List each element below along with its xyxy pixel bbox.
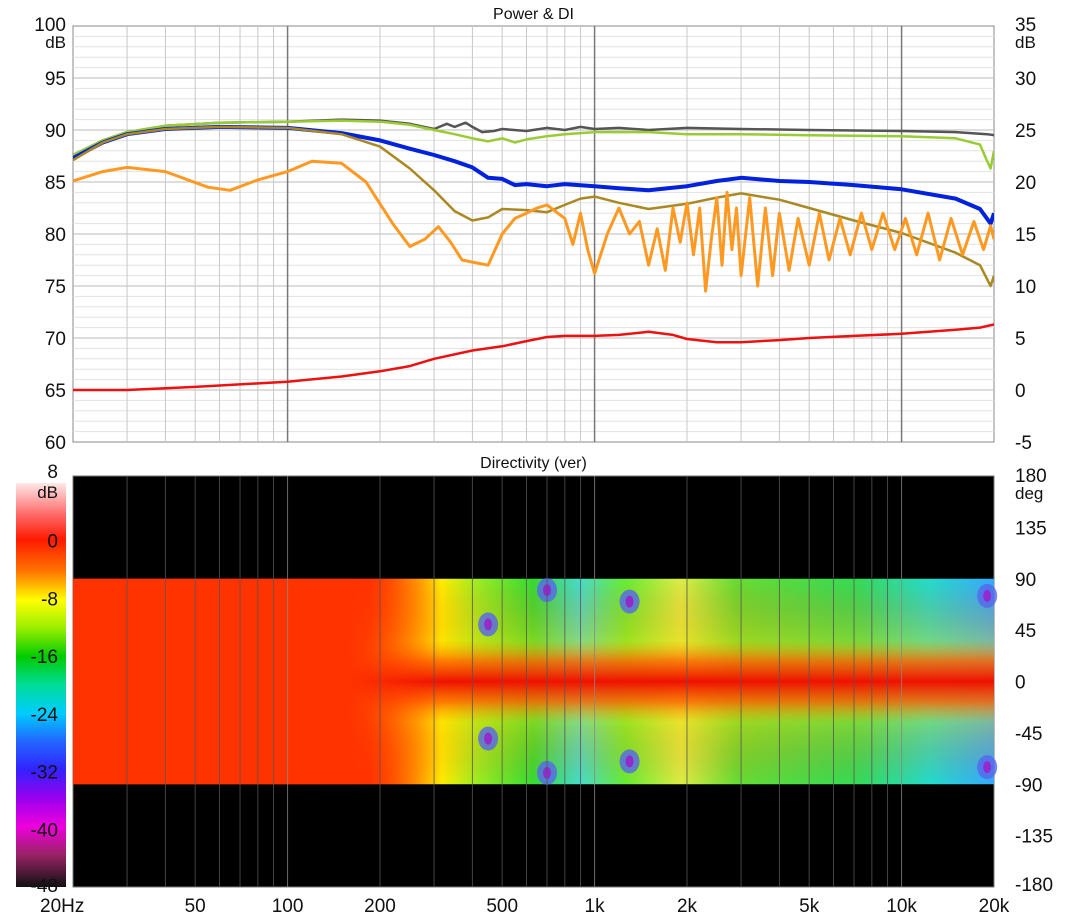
right-tick-label: 5 xyxy=(1015,329,1026,350)
right-tick-label: 0 xyxy=(1015,381,1026,402)
angle-tick-label: -45 xyxy=(1015,724,1042,745)
colorbar-tick-label: -48 xyxy=(31,876,58,897)
heatmap-low-freq xyxy=(73,578,994,785)
x-tick-label: 10k xyxy=(886,896,917,917)
colorbar-tick-label: -24 xyxy=(31,705,59,726)
x-tick-label: 20Hz xyxy=(40,896,84,917)
colorbar-tick-label: 0 xyxy=(47,532,58,553)
heatmap-null-core xyxy=(625,755,634,768)
heatmap-null-core xyxy=(484,618,493,631)
right-tick-label: 15 xyxy=(1015,225,1036,246)
grid-bottom xyxy=(126,476,903,887)
angle-tick-label: -180 xyxy=(1015,875,1053,896)
left-tick-label: 75 xyxy=(45,277,66,298)
right-tick-label: 20 xyxy=(1015,173,1036,194)
heatmap-band xyxy=(73,578,998,785)
x-tick-label: 2k xyxy=(677,896,698,917)
left-tick-label: 60 xyxy=(45,433,66,454)
angle-tick-label: 135 xyxy=(1015,518,1047,539)
right-tick-label: -5 xyxy=(1015,433,1032,454)
colorbar xyxy=(16,483,66,887)
angle-tick-label: -90 xyxy=(1015,775,1042,796)
left-tick-label: 85 xyxy=(45,173,66,194)
angle-tick-label: -135 xyxy=(1015,827,1053,848)
x-tick-label: 200 xyxy=(364,896,396,917)
x-tick-label: 50 xyxy=(185,896,206,917)
angle-tick-label: 90 xyxy=(1015,570,1036,591)
angle-unit-label: deg xyxy=(1015,484,1043,503)
heatmap-null-core xyxy=(983,761,992,774)
right-tick-label: 30 xyxy=(1015,69,1036,90)
left-unit-label: dB xyxy=(45,33,66,52)
series-line-1 xyxy=(73,119,994,170)
left-tick-label: 70 xyxy=(45,329,66,350)
left-tick-label: 90 xyxy=(45,121,66,142)
angle-tick-label: 180 xyxy=(1015,466,1047,487)
left-tick-label: 80 xyxy=(45,225,66,246)
colorbar-tick-label: -32 xyxy=(31,763,58,784)
left-tick-label: 95 xyxy=(45,69,66,90)
series-line-3 xyxy=(73,125,994,288)
x-tick-label: 100 xyxy=(272,896,304,917)
left-tick-label: 65 xyxy=(45,381,66,402)
left-tick-label: 100 xyxy=(34,15,66,36)
series-line-5 xyxy=(73,323,994,392)
right-tick-label: 25 xyxy=(1015,121,1036,142)
right-tick-label: 35 xyxy=(1015,15,1036,36)
x-tick-label: 20k xyxy=(979,896,1010,917)
series-line-4 xyxy=(73,159,994,293)
chart-title-top: Power & DI xyxy=(493,6,574,23)
right-unit-label: dB xyxy=(1015,33,1036,52)
grid-top xyxy=(73,26,994,442)
angle-tick-label: 45 xyxy=(1015,621,1036,642)
colorbar-tick-label: 8 xyxy=(47,462,58,483)
colorbar-tick-label: -40 xyxy=(31,820,58,841)
right-tick-label: 10 xyxy=(1015,277,1036,298)
colorbar-tick-label: -16 xyxy=(31,647,58,668)
x-tick-label: 5k xyxy=(799,896,820,917)
series-group xyxy=(73,118,994,392)
colorbar-tick-label: -8 xyxy=(41,589,58,610)
heatmap-null-core xyxy=(625,595,634,608)
heatmap-null-core xyxy=(484,732,493,745)
x-tick-label: 500 xyxy=(486,896,518,917)
chart-title-bottom: Directivity (ver) xyxy=(480,455,587,472)
heatmap-null-core xyxy=(983,589,992,602)
colorbar-unit-label: dB xyxy=(37,483,58,502)
x-tick-label: 1k xyxy=(585,896,606,917)
angle-tick-label: 0 xyxy=(1015,673,1026,694)
